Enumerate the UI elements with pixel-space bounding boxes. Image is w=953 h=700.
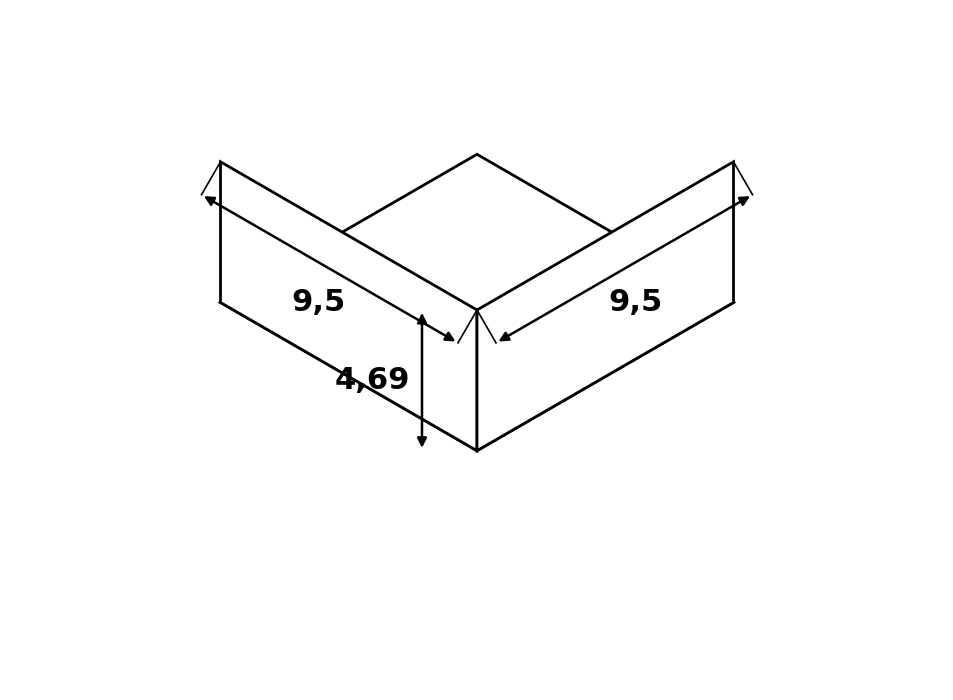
Polygon shape (220, 154, 733, 451)
Text: 9,5: 9,5 (607, 288, 661, 317)
Text: 9,5: 9,5 (292, 288, 346, 317)
Polygon shape (220, 162, 476, 451)
Text: 4,69: 4,69 (335, 366, 410, 395)
Polygon shape (476, 162, 733, 451)
